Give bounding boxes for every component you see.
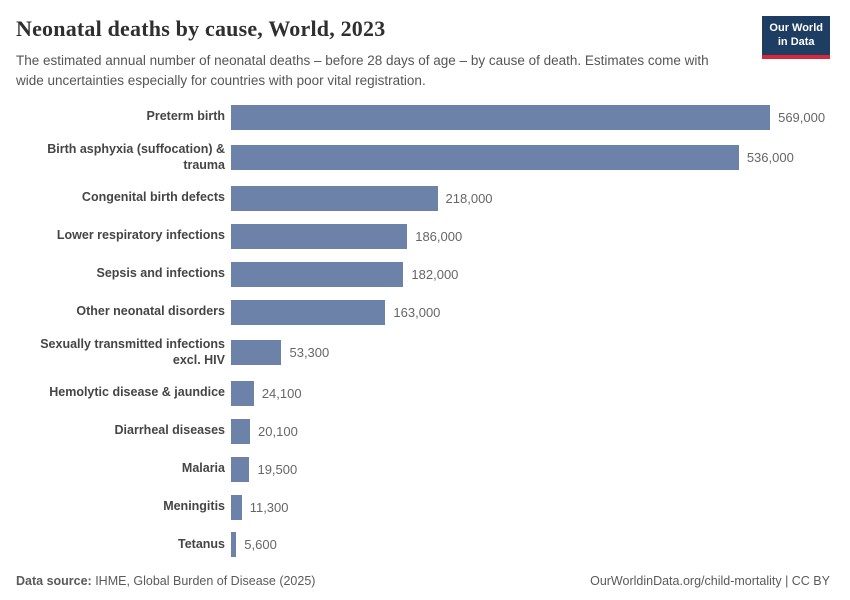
bar[interactable] [231, 456, 250, 482]
bar-track: 19,500 [231, 456, 830, 482]
chart-row: Hemolytic disease & jaundice 24,100 [16, 380, 830, 406]
header-titles: Neonatal deaths by cause, World, 2023 Th… [16, 16, 721, 90]
chart-row: Preterm birth 569,000 [16, 104, 830, 130]
bar-track: 11,300 [231, 494, 830, 520]
category-label: Birth asphyxia (suffocation) & trauma [47, 142, 225, 172]
chart-row: Lower respiratory infections 186,000 [16, 223, 830, 249]
owid-logo-line2: in Data [777, 36, 815, 49]
chart-subtitle: The estimated annual number of neonatal … [16, 53, 709, 88]
bar-track: 182,000 [231, 261, 830, 287]
bar-track: 20,100 [231, 418, 830, 444]
value-label: 163,000 [393, 304, 441, 320]
category-label: Congenital birth defects [81, 190, 225, 205]
data-source: Data source: IHME, Global Burden of Dise… [16, 574, 315, 588]
value-label: 182,000 [411, 266, 459, 282]
chart-row: Birth asphyxia (suffocation) & trauma 53… [16, 142, 830, 173]
value-label: 53,300 [289, 345, 330, 361]
category-label: Other neonatal disorders [76, 304, 225, 319]
chart-footer: Data source: IHME, Global Burden of Dise… [16, 568, 830, 588]
category-label: Diarrheal diseases [114, 423, 226, 438]
category-label: Preterm birth [146, 109, 226, 124]
category-label: Malaria [181, 461, 225, 476]
bar[interactable] [231, 532, 237, 558]
value-label: 24,100 [261, 385, 302, 401]
chart-row: Sexually transmitted infections excl. HI… [16, 337, 830, 368]
category-label: Meningitis [163, 499, 225, 514]
value-label: 20,100 [258, 423, 298, 439]
bar[interactable] [231, 185, 438, 211]
data-source-label: Data source: [16, 574, 92, 588]
bar-chart: Preterm birth 569,000 Birth asphyxia (su… [16, 90, 830, 568]
category-label: Sexually transmitted infections excl. HI… [40, 337, 225, 367]
chart-row: Meningitis 11,300 [16, 494, 830, 520]
chart-header: Neonatal deaths by cause, World, 2023 Th… [16, 16, 830, 90]
value-label: 569,000 [778, 109, 826, 125]
chart-row: Other neonatal disorders 163,000 [16, 299, 830, 325]
bar[interactable] [231, 494, 242, 520]
chart-row: Tetanus 5,600 [16, 532, 830, 558]
value-label: 218,000 [445, 190, 493, 206]
category-label: Hemolytic disease & jaundice [49, 385, 225, 400]
owid-logo-line1: Our World [769, 22, 823, 34]
bar-track: 53,300 [231, 340, 830, 366]
owid-logo[interactable]: Our World in Data [762, 16, 830, 59]
bar-track: 24,100 [231, 380, 830, 406]
bar[interactable] [231, 104, 771, 130]
bar-track: 186,000 [231, 223, 830, 249]
category-label: Sepsis and infections [96, 266, 225, 281]
bar[interactable] [231, 299, 386, 325]
value-label: 19,500 [257, 461, 298, 477]
value-label: 186,000 [415, 228, 463, 244]
bar[interactable] [231, 418, 251, 444]
category-label: Lower respiratory infections [56, 228, 225, 243]
page-title: Neonatal deaths by cause, World, 2023 [16, 16, 386, 41]
data-source-text: IHME, Global Burden of Disease (2025) [91, 574, 316, 588]
chart-row: Diarrheal diseases 20,100 [16, 418, 830, 444]
chart-row: Congenital birth defects 218,000 [16, 185, 830, 211]
value-label: 11,300 [249, 499, 289, 515]
bar[interactable] [231, 380, 254, 406]
bar-track: 536,000 [231, 145, 830, 171]
bar[interactable] [231, 340, 282, 366]
bar-track: 218,000 [231, 185, 830, 211]
bar[interactable] [231, 145, 739, 171]
value-label: 536,000 [746, 150, 794, 166]
bar-track: 5,600 [231, 532, 830, 558]
bar-track: 569,000 [231, 104, 830, 130]
credit-link[interactable]: OurWorldinData.org/child-mortality | CC … [590, 574, 830, 588]
chart-row: Malaria 19,500 [16, 456, 830, 482]
chart-row: Sepsis and infections 182,000 [16, 261, 830, 287]
bar[interactable] [231, 223, 408, 249]
bar-track: 163,000 [231, 299, 830, 325]
bar[interactable] [231, 261, 404, 287]
category-label: Tetanus [178, 537, 225, 552]
value-label: 5,600 [244, 537, 277, 553]
